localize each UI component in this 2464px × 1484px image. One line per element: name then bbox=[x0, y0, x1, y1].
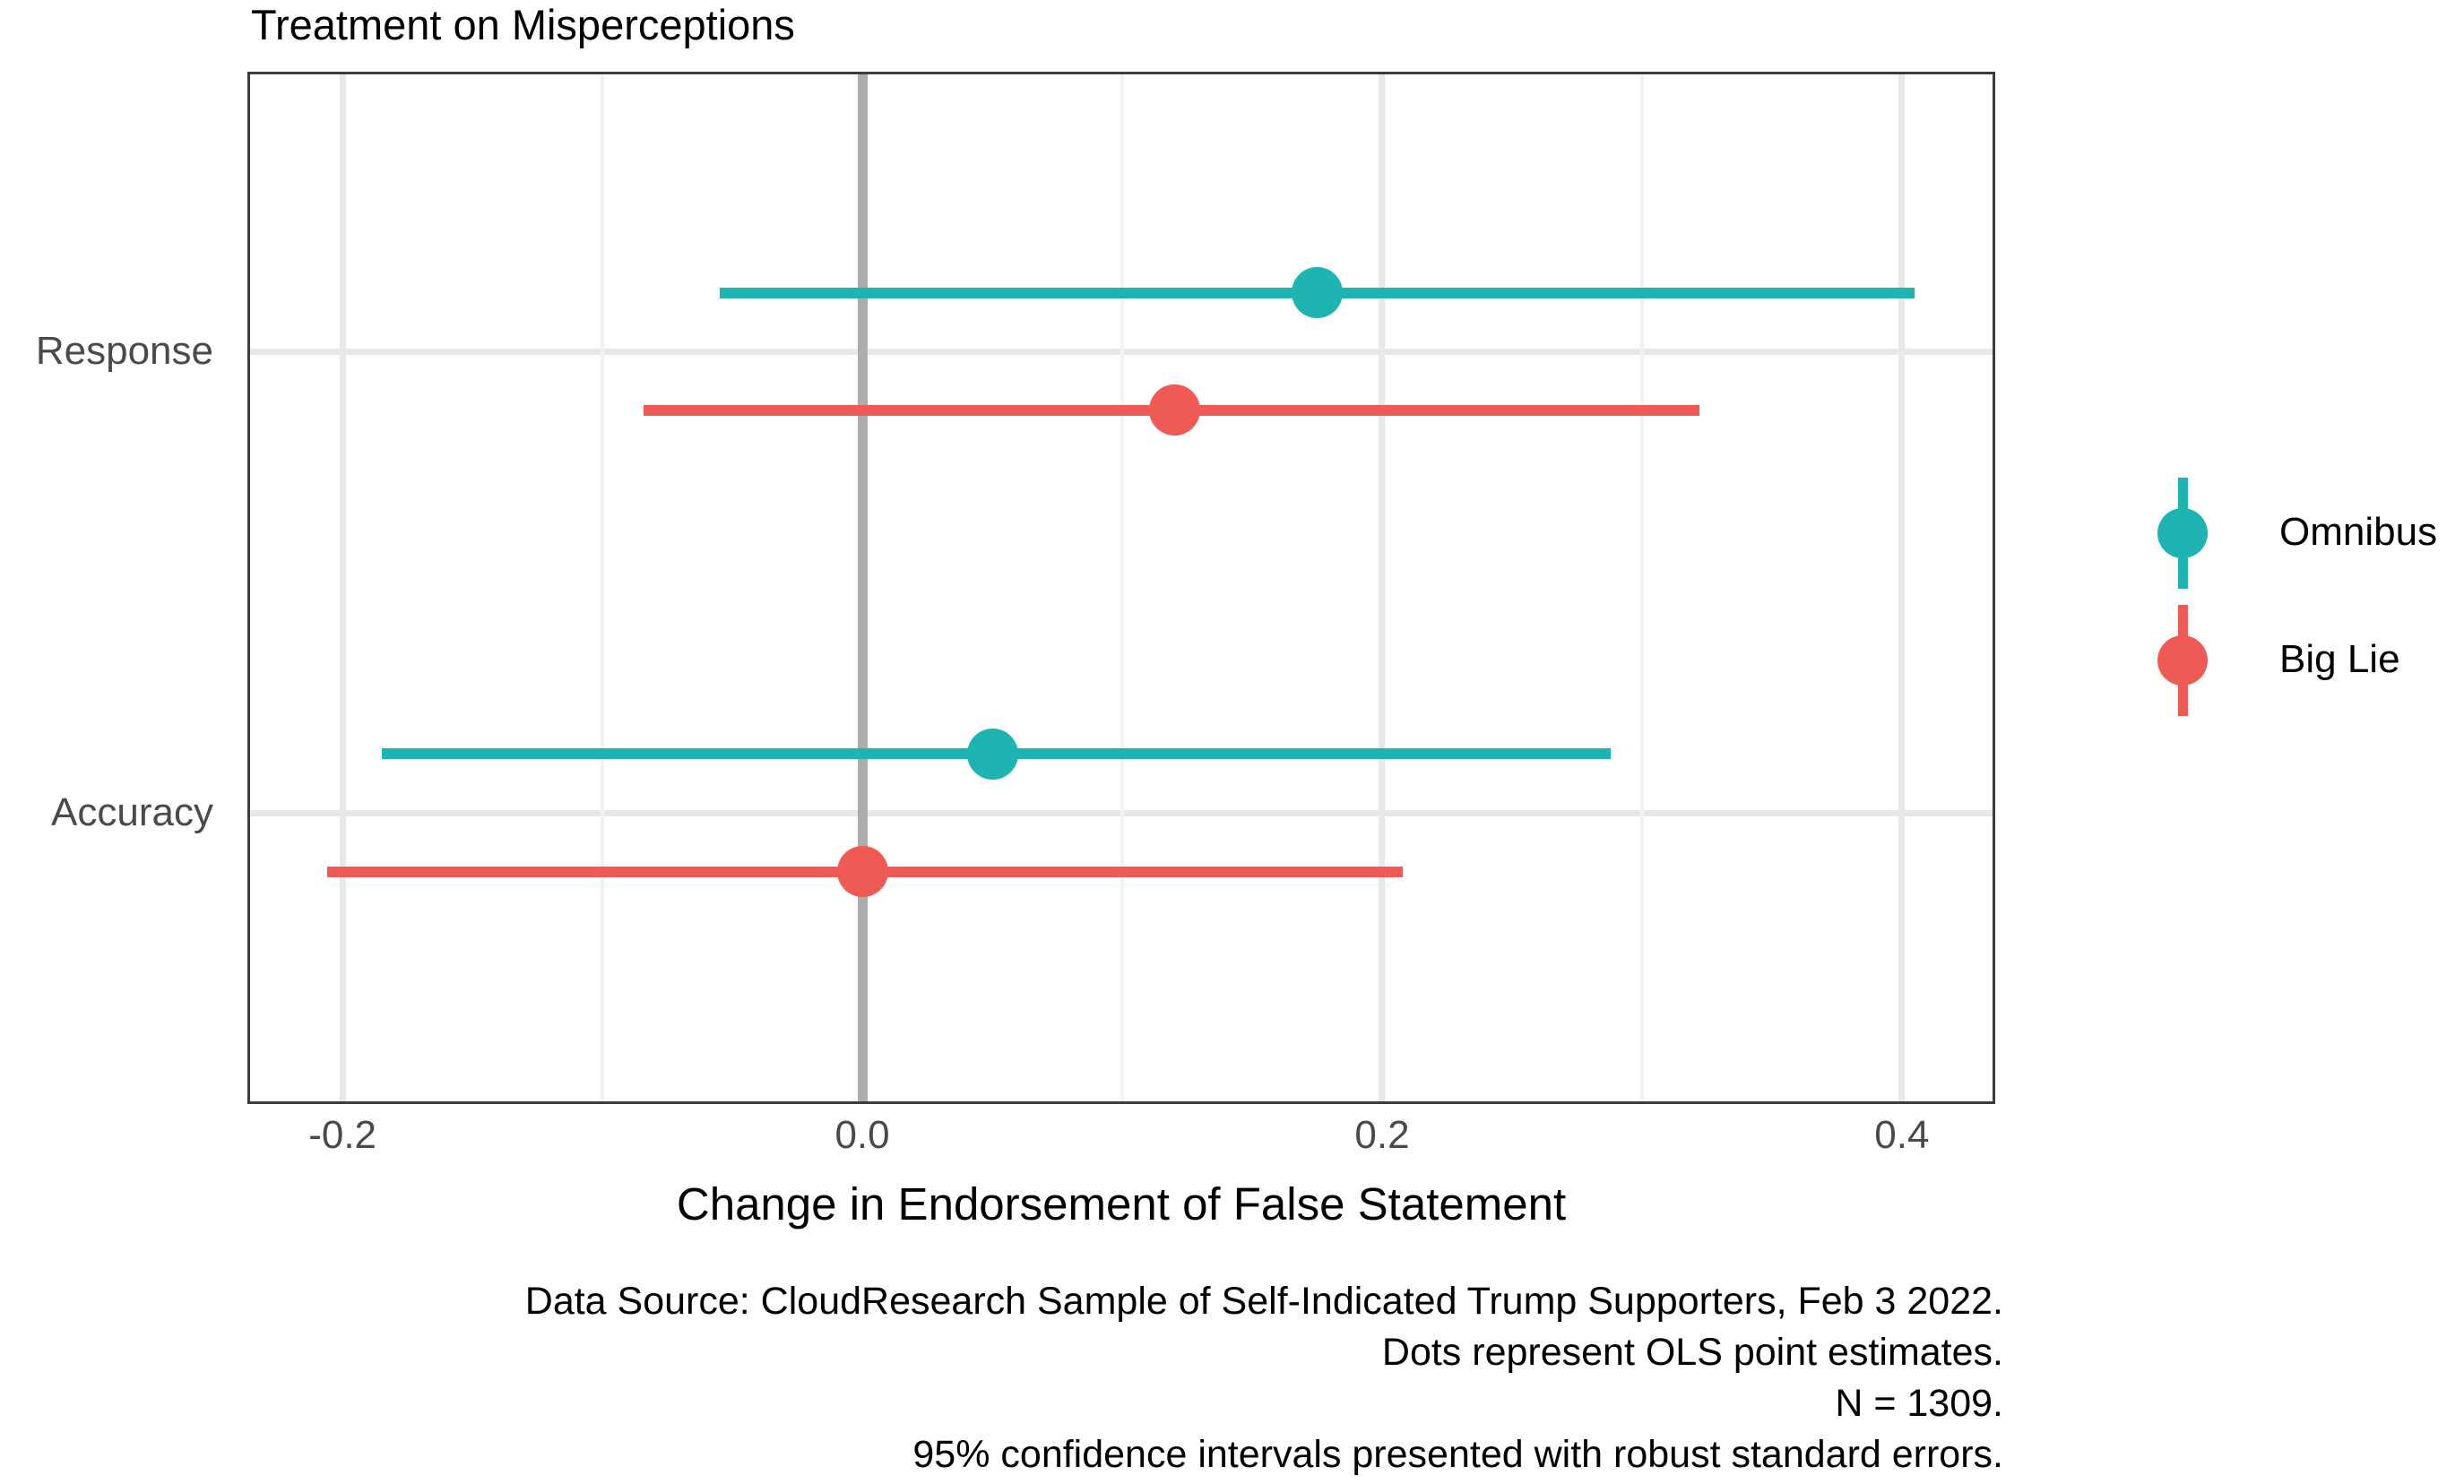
legend-label-big-lie: Big Lie bbox=[2279, 637, 2400, 681]
legend-dot-big-lie bbox=[2157, 635, 2208, 686]
caption-line-2: Dots represent OLS point estimates. bbox=[1381, 1331, 2003, 1374]
zero-reference-line bbox=[857, 72, 868, 1104]
x-axis-title: Change in Endorsement of False Statement bbox=[676, 1178, 1567, 1229]
caption-line-1: Data Source: CloudResearch Sample of Sel… bbox=[524, 1280, 2003, 1323]
chart-title: Treatment on Misperceptions bbox=[251, 1, 795, 48]
estimate-dot-omnibus-accuracy bbox=[966, 728, 1018, 780]
v-major-gridline bbox=[1898, 72, 1906, 1104]
v-minor-gridline bbox=[1120, 72, 1124, 1104]
x-tick-label: -0.2 bbox=[308, 1113, 377, 1157]
caption-line-3: N = 1309. bbox=[1835, 1382, 2003, 1425]
caption: Data Source: CloudResearch Sample of Sel… bbox=[525, 1276, 2003, 1480]
legend-key-omnibus-pointrange-icon bbox=[2156, 453, 2209, 614]
legend-key-big-lie-pointrange-icon bbox=[2156, 580, 2209, 741]
y-axis-label-accuracy: Accuracy bbox=[51, 790, 213, 834]
legend-entry-omnibus: Omnibus bbox=[2156, 453, 2464, 614]
v-major-gridline bbox=[1379, 72, 1386, 1104]
v-minor-gridline bbox=[601, 72, 605, 1104]
estimate-dot-big-lie-accuracy bbox=[836, 846, 888, 898]
plot-panel-border bbox=[247, 72, 1995, 1104]
legend-label-omnibus: Omnibus bbox=[2279, 510, 2438, 554]
x-tick-label: 0.0 bbox=[834, 1113, 890, 1157]
caption-line-4: 95% confidence intervals presented with … bbox=[912, 1433, 2003, 1476]
x-tick-label: 0.2 bbox=[1354, 1113, 1410, 1157]
v-major-gridline bbox=[339, 72, 346, 1104]
y-axis-label-response: Response bbox=[35, 329, 213, 373]
estimate-dot-omnibus-response bbox=[1291, 267, 1343, 319]
legend-dot-omnibus bbox=[2157, 508, 2208, 558]
estimate-dot-big-lie-response bbox=[1148, 384, 1200, 436]
x-tick-label: 0.4 bbox=[1874, 1113, 1930, 1157]
legend-entry-big-lie: Big Lie bbox=[2156, 580, 2464, 741]
v-minor-gridline bbox=[1639, 72, 1644, 1104]
